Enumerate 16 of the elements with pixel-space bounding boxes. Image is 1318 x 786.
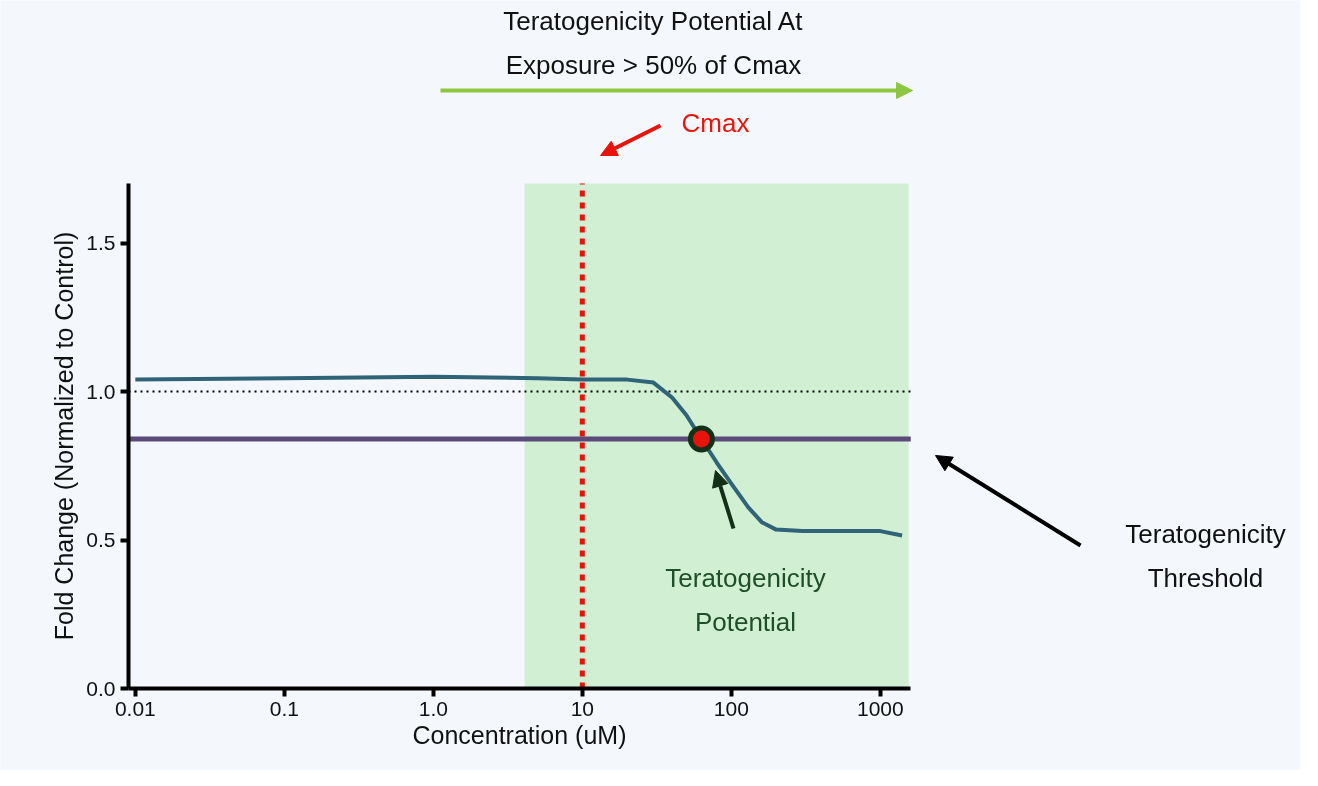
x-tick-label: 0.1 — [269, 696, 299, 720]
y-tick-label: 0.5 — [86, 528, 116, 551]
annotation: Teratogenicity Potential — [665, 562, 826, 637]
y-tick-label: 0.0 — [86, 676, 116, 700]
x-axis-title: Concentration (uM) — [412, 720, 627, 749]
text: Teratogenicity Potential At Exposure > 50% of Cmax — [503, 5, 804, 80]
y-tick-label: 1.5 — [86, 231, 116, 254]
x-tick-label: 10 — [570, 696, 594, 720]
x-tick-label: 1000 — [856, 696, 904, 720]
y-tick-label: 1.0 — [86, 379, 116, 403]
x-tick-label: 100 — [713, 696, 749, 720]
text: Teratogenicity Threshold — [1125, 518, 1286, 593]
x-tick-label: 1.0 — [418, 696, 448, 720]
text: Cmax — [681, 107, 750, 138]
x-tick-label: 0.01 — [114, 696, 156, 720]
y-axis-title: Fold Change (Normalized to Control) — [50, 231, 79, 641]
